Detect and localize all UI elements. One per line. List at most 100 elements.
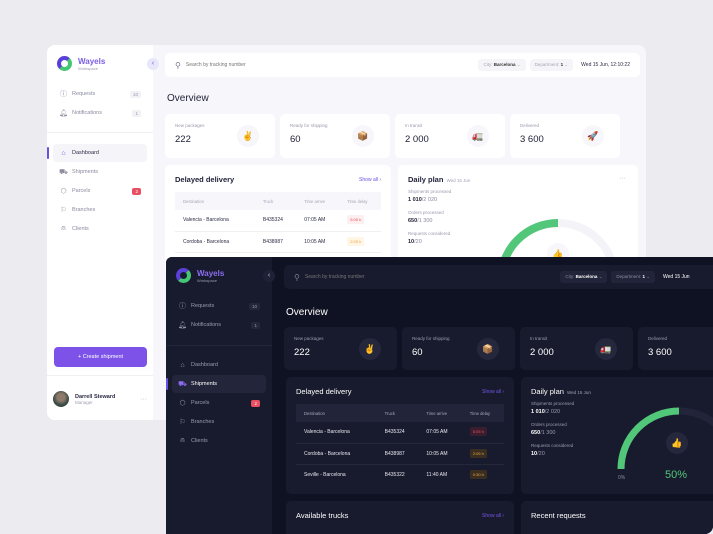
destination: Valencia - Barcelona (296, 422, 377, 444)
column-header: Time delay (469, 410, 491, 416)
table-row[interactable]: Valencia - Barcelona B435324 07:05 AM 5:05 … (296, 422, 504, 444)
stat-value: 3 600 (520, 134, 544, 145)
stat-value: 60 (290, 134, 301, 145)
recent-requests-card: Recent requests (521, 501, 713, 534)
home-icon: ⌂ (61, 149, 66, 157)
sidebar-item-shipments[interactable]: ⛟ Shipments (166, 375, 266, 393)
victory-hand-icon: ✌️ (237, 125, 259, 147)
sidebar-item-shipments[interactable]: ⛟ Shipments (53, 163, 147, 181)
sidebar-item-dashboard[interactable]: ⌂ Dashboard (172, 356, 266, 374)
app-name: Wayels (78, 56, 106, 66)
metric-requests: Requests considered 10/20 (408, 231, 628, 245)
nav-label: Dashboard (191, 362, 218, 368)
sidebar-item-branches[interactable]: ⚐ Branches (172, 413, 266, 431)
daily-plan-card: Daily plan Wed 15 Jun ··· Shipments proce… (398, 165, 638, 275)
metric-orders: Orders processed 650/1 300 (531, 422, 713, 436)
truck: B435322 (384, 471, 405, 478)
active-indicator (47, 147, 49, 159)
sidebar-item-clients[interactable]: ⍝ Clients (172, 432, 266, 450)
create-shipment-button[interactable]: + Create shipment (54, 347, 147, 367)
logo-icon (57, 56, 72, 71)
sidebar: Wayels Workspace ⓘ Requests 10 🔔︎ Notificat… (47, 45, 153, 420)
show-all-link[interactable]: Show all › (482, 513, 504, 519)
sidebar-item-dashboard[interactable]: ⌂ Dashboard (47, 144, 147, 162)
nav-label: Branches (191, 419, 215, 425)
city-select[interactable]: City: Barcelona ⌄ (560, 271, 608, 283)
nav-label: Notifications (191, 322, 221, 328)
search-icon: ⚲ (294, 272, 300, 282)
sidebar-item-notifications[interactable]: 🔔︎ Notifications 1 (53, 104, 147, 122)
sidebar-item-branches[interactable]: ⚐ Branches (53, 201, 147, 219)
sidebar-item-notifications[interactable]: 🔔︎ Notifications 1 (172, 316, 266, 334)
flag-icon: ⚐ (179, 419, 186, 426)
sidebar-item-clients[interactable]: ⍝ Clients (53, 220, 147, 238)
city-select[interactable]: City: Barcelona ⌄ (478, 59, 526, 71)
more-icon[interactable]: ··· (619, 175, 626, 182)
stat-label: In transit (405, 123, 423, 128)
box-icon: ⬡ (179, 400, 186, 407)
stat-ready-for-shipping: Ready for shipping 60 📦 (402, 327, 515, 370)
victory-hand-icon: ✌️ (359, 338, 381, 360)
sidebar-item-parcels[interactable]: ⬡ Parcels 2 (172, 394, 266, 412)
metric-requests: Requests considered 10/20 (531, 443, 713, 457)
active-indicator (166, 378, 168, 390)
flag-icon: ⚐ (60, 207, 67, 214)
column-header: Time arrive (426, 410, 448, 416)
sidebar-item-parcels[interactable]: ⬡ Parcels 2 (53, 182, 147, 200)
truck: B438987 (254, 231, 297, 253)
metric-done: 650 (408, 218, 418, 224)
show-all-link[interactable]: Show all › (359, 177, 381, 183)
user-icon: ⍝ (61, 225, 66, 232)
collapse-sidebar-button[interactable]: ‹ (147, 58, 159, 70)
nav-label: Requests (191, 303, 215, 309)
dept-label: Department: (534, 62, 560, 67)
card-title: Recent requests (531, 511, 586, 520)
stat-label: New packages (294, 336, 324, 341)
dark-theme-window: Wayels Workspace ⓘ Requests 10 🔔︎ Notificat… (166, 257, 713, 534)
metric-label: Orders processed (408, 210, 444, 215)
truck-icon: ⛟ (178, 380, 187, 388)
column-header: Truck (384, 410, 395, 416)
column-header: Destination (304, 410, 325, 416)
nav-label: Dashboard (72, 150, 99, 156)
logo[interactable]: Wayels Workspace (57, 56, 105, 71)
metric-total: /20 (414, 239, 422, 245)
table-row[interactable]: Seville - Barcelona B435322 11:40 AM 0:30 h (296, 464, 504, 485)
collapse-sidebar-button[interactable]: ‹ (263, 270, 275, 282)
time-arrive: 10:05 AM (418, 443, 462, 465)
metric-shipments: Shipments processed 1 010/2 020 (531, 401, 713, 415)
metric-total: /1 300 (540, 430, 556, 436)
search-input[interactable] (185, 62, 306, 68)
table-row[interactable]: Cordoba - Barcelona B438987 10:05 AM 2:05 h (296, 443, 504, 465)
logo[interactable]: Wayels Workspace (176, 268, 224, 283)
stat-in-transit: In transit 2 000 🚛 (395, 114, 505, 158)
stat-value: 222 (175, 134, 191, 145)
nav-label: Shipments (72, 169, 98, 175)
column-header: Time arrive (304, 198, 325, 204)
stat-delivered: Delivered 3 600 🚀 (510, 114, 620, 158)
app-subtitle: Workspace (78, 65, 98, 71)
department-select[interactable]: Department: 1 ⌄ (529, 59, 574, 71)
metric-label: Shipments processed (531, 401, 575, 406)
more-icon[interactable]: ··· (140, 395, 147, 403)
main-content: ⚲ City: Barcelona ⌄ Department: 1 ⌄ Wed … (284, 257, 713, 534)
table-row[interactable]: Valencia - Barcelona B435324 07:05 AM 5:05 … (175, 210, 381, 232)
sidebar-item-requests[interactable]: ⓘ Requests 10 (53, 85, 147, 103)
delayed-delivery-card: Delayed delivery Show all › Destination … (286, 377, 514, 494)
sidebar-item-requests[interactable]: ⓘ Requests 10 (172, 297, 266, 315)
truck-icon: 🚛 (467, 125, 489, 147)
gauge-percent: 50% (665, 469, 688, 481)
stats-row: New packages 222 ✌️ Ready for shipping 60 📦 … (165, 114, 646, 158)
card-title: Available trucks (296, 511, 349, 520)
city-value: Barcelona (493, 62, 516, 67)
show-all-link[interactable]: Show all › (482, 389, 504, 395)
search-input[interactable] (304, 274, 425, 280)
stat-label: Ready for shipping (412, 336, 450, 341)
user-profile[interactable]: Darrell Steward Manager ··· (53, 391, 147, 407)
table-row[interactable]: Cordoba - Barcelona B438987 10:05 AM 2:05 h (175, 231, 381, 253)
department-select[interactable]: Department: 1 ⌄ (611, 271, 655, 283)
info-circle-icon: ⓘ (60, 91, 67, 98)
nav-label: Clients (191, 438, 208, 444)
sidebar: Wayels Workspace ⓘ Requests 10 🔔︎ Notificat… (166, 257, 272, 534)
nav-label: Parcels (72, 188, 91, 194)
